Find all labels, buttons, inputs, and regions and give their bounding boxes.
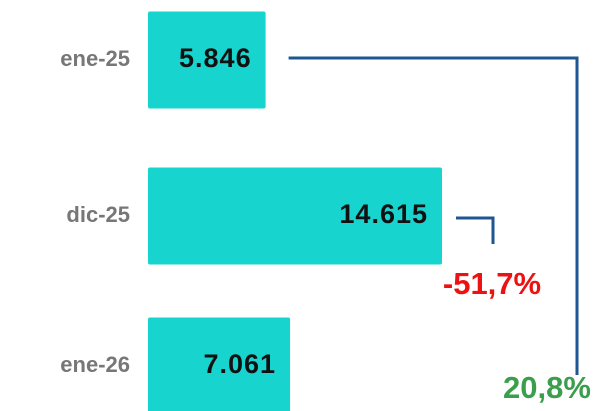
value-label: 14.615: [339, 199, 428, 229]
bar: [148, 167, 442, 265]
category-label: ene-25: [60, 46, 130, 71]
annotation: -51,7%: [443, 266, 541, 301]
bar: [148, 317, 291, 411]
annotation: 20,8%: [503, 370, 591, 405]
category-label: ene-26: [60, 352, 130, 377]
connector: [456, 216, 495, 244]
value-label: 5.846: [179, 43, 252, 73]
bar: [148, 11, 266, 109]
value-label: 7.061: [203, 349, 276, 379]
connector: [288, 56, 579, 375]
category-label: dic-25: [66, 202, 130, 227]
